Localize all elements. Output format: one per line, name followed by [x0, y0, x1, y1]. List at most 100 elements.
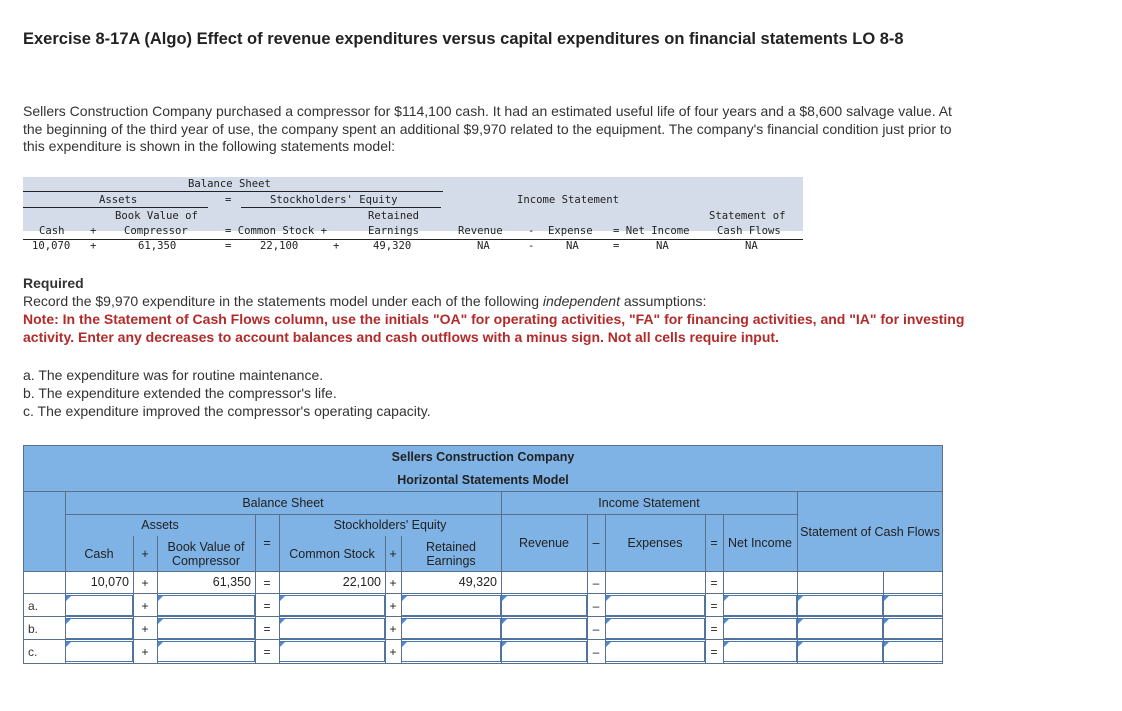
input-b-book-value[interactable] — [157, 618, 255, 639]
table-scf-header: Statement of Cash Flows — [800, 524, 940, 539]
input-b-net-income[interactable] — [723, 618, 797, 639]
model-cash-flows-na: NA — [745, 240, 758, 252]
required-line-pre: Record the $9,970 expenditure in the sta… — [23, 293, 543, 309]
input-c-common-stock[interactable] — [279, 641, 385, 662]
model-net-income-na: NA — [656, 240, 669, 252]
input-a-retained-earnings[interactable] — [401, 595, 501, 616]
table-model-name: Horizontal Statements Model — [23, 468, 943, 491]
table-cash-header: Cash — [84, 546, 114, 561]
model-balance-sheet: Balance Sheet — [188, 178, 271, 190]
table-net-income-header: Net Income — [728, 535, 792, 550]
model-equals: = — [225, 194, 232, 206]
start-plus: + — [141, 576, 149, 590]
input-c-book-value[interactable] — [157, 641, 255, 662]
model-plus-2: + — [90, 240, 97, 252]
model-equals-3: = — [613, 240, 620, 252]
model-assets-underline — [23, 207, 208, 208]
required-line-italic: independent — [542, 293, 620, 309]
input-b-retained-earnings[interactable] — [401, 618, 501, 639]
model-cs-value: 22,100 — [260, 240, 299, 252]
input-c-cash-flow-activity[interactable] — [883, 641, 943, 662]
input-c-revenue[interactable] — [501, 641, 587, 662]
start-equals: = — [263, 576, 271, 590]
row-a-plus: + — [141, 599, 149, 613]
table-book-value-header: Book Value of Compressor — [167, 539, 245, 568]
table-plus-header: + — [141, 546, 149, 561]
exercise-title: Exercise 8-17A (Algo) Effect of revenue … — [23, 30, 904, 48]
required-line-post: assumptions: — [619, 293, 707, 309]
intro-paragraph: Sellers Construction Company purchased a… — [23, 103, 952, 154]
table-equals-header-2: = — [710, 535, 718, 550]
input-a-cash-flow-amount[interactable] — [797, 595, 883, 616]
model-earnings: Earnings — [368, 225, 420, 237]
input-b-cash-flow-amount[interactable] — [797, 618, 883, 639]
table-company-name: Sellers Construction Company — [23, 445, 943, 468]
table-se-header: Stockholders' Equity — [333, 518, 447, 532]
model-cash: Cash — [39, 225, 65, 237]
model-compressor-value: 61,350 — [138, 240, 177, 252]
grid-line — [605, 514, 606, 664]
model-row-underline — [23, 239, 803, 240]
table-minus-header: – — [592, 535, 600, 550]
table-expenses-header: Expenses — [627, 535, 683, 550]
assumption-c: c. The expenditure improved the compress… — [23, 403, 431, 419]
grid-line — [705, 514, 706, 664]
grid-line — [23, 445, 943, 446]
start-plus-2: + — [389, 576, 397, 590]
input-c-cash-flow-amount[interactable] — [797, 641, 883, 662]
model-expense-na: NA — [566, 240, 579, 252]
grid-line — [23, 571, 943, 572]
input-c-cash[interactable] — [65, 641, 133, 662]
model-equals-2: = — [225, 240, 232, 252]
model-header-band — [23, 177, 803, 231]
table-revenue-header: Revenue — [518, 535, 570, 550]
model-minus: - — [528, 225, 535, 237]
input-a-cash[interactable] — [65, 595, 133, 616]
row-c-equals-2: = — [710, 645, 718, 659]
table-plus-header-2: + — [389, 546, 397, 561]
input-c-expenses[interactable] — [605, 641, 705, 662]
input-b-cash-flow-activity[interactable] — [883, 618, 943, 639]
row-c-equals: = — [263, 645, 271, 659]
input-a-expenses[interactable] — [605, 595, 705, 616]
input-b-common-stock[interactable] — [279, 618, 385, 639]
grid-line — [723, 514, 724, 664]
grid-line — [23, 663, 943, 664]
row-a-equals: = — [263, 599, 271, 613]
input-a-common-stock[interactable] — [279, 595, 385, 616]
table-assets-header: Assets — [141, 518, 179, 532]
input-a-cash-flow-activity[interactable] — [883, 595, 943, 616]
grid-line — [501, 491, 502, 664]
input-c-retained-earnings[interactable] — [401, 641, 501, 662]
assumption-list: a. The expenditure was for routine maint… — [23, 366, 431, 420]
model-plus: + — [90, 225, 97, 237]
input-b-cash[interactable] — [65, 618, 133, 639]
model-plus-3: + — [333, 240, 340, 252]
grid-line — [157, 536, 158, 664]
input-a-book-value[interactable] — [157, 595, 255, 616]
input-c-net-income[interactable] — [723, 641, 797, 662]
table-income-statement: Income Statement — [598, 496, 700, 510]
grid-line — [797, 491, 798, 664]
row-a-equals-2: = — [710, 599, 718, 613]
input-b-expenses[interactable] — [605, 618, 705, 639]
input-b-revenue[interactable] — [501, 618, 587, 639]
row-b-minus: – — [592, 622, 600, 636]
grid-line — [23, 491, 943, 492]
grid-line — [883, 571, 884, 664]
model-book-value-of: Book Value of — [115, 210, 198, 222]
required-heading: Required — [23, 275, 84, 291]
grid-line — [23, 639, 943, 640]
start-retained-earnings: 49,320 — [458, 575, 497, 589]
input-a-revenue[interactable] — [501, 595, 587, 616]
start-book-value: 61,350 — [212, 575, 251, 589]
grid-line — [255, 514, 256, 664]
model-revenue: Revenue — [458, 225, 503, 237]
row-label-a: a. — [28, 599, 39, 613]
model-statement-of: Statement of — [709, 210, 786, 222]
input-a-net-income[interactable] — [723, 595, 797, 616]
grid-line — [942, 445, 943, 664]
table-balance-sheet: Balance Sheet — [242, 496, 324, 510]
model-divider — [23, 191, 443, 192]
row-c-minus: – — [592, 645, 600, 659]
